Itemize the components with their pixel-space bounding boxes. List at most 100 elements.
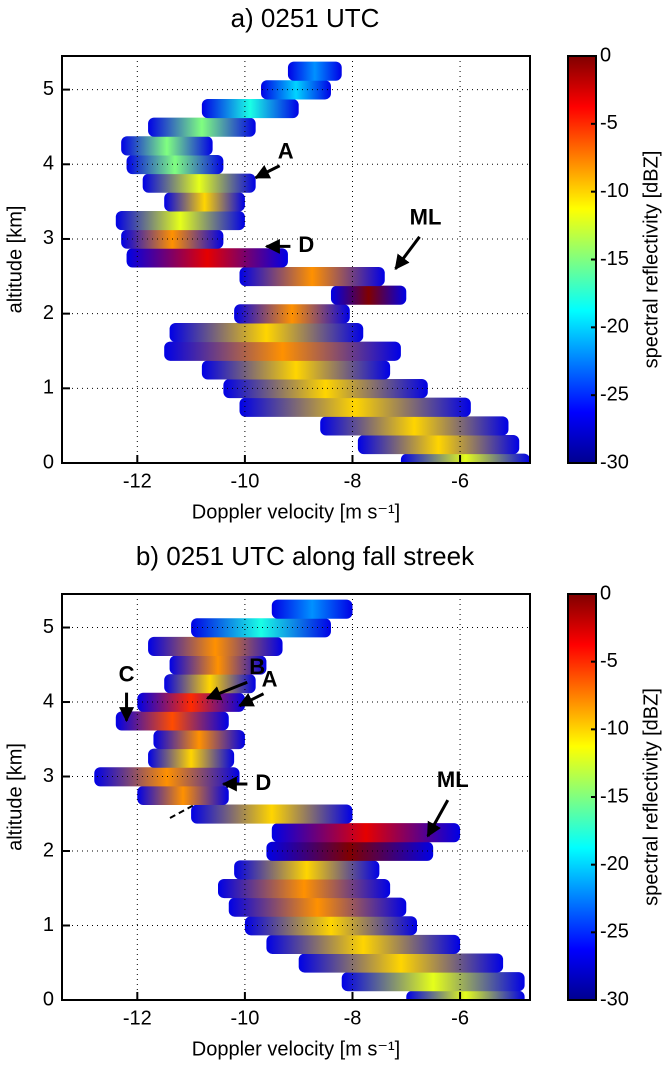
axes-frame — [61, 55, 531, 464]
annotation-label: B — [249, 654, 265, 679]
colorbar-tick-label: -25 — [600, 383, 629, 405]
colorbar-tick-label: 0 — [600, 44, 611, 66]
spectrum-row — [126, 154, 224, 175]
spectrum-row — [287, 61, 342, 81]
spectrum-row — [400, 453, 530, 463]
spectrum-row — [357, 434, 520, 455]
spectrum-row — [169, 655, 267, 675]
colorbar-tick-label: -30 — [600, 451, 629, 473]
chart-title: b) 0251 UTC along fall streek — [136, 541, 475, 571]
colorbar-tick-label: -20 — [600, 853, 629, 875]
x-tick-label: -6 — [451, 470, 469, 492]
y-tick-label: 1 — [43, 914, 54, 936]
colorbar-tick-label: -10 — [600, 718, 629, 740]
spectrum-row — [234, 304, 350, 324]
y-tick-label: 3 — [43, 227, 54, 249]
annotation-arrow — [394, 235, 421, 271]
colorbar-tick-label: -15 — [600, 248, 629, 270]
spectrum-row — [239, 397, 471, 417]
spectrum-row — [148, 748, 235, 768]
colorbar-tick-label: -5 — [600, 112, 618, 134]
colorbar-label: spectral reflectivity [dBZ] — [640, 688, 662, 906]
colorbar-label: spectral reflectivity [dBZ] — [640, 151, 662, 369]
spectrum-row — [239, 266, 385, 287]
x-axis-label: Doppler velocity [m s⁻¹] — [192, 501, 400, 523]
spectrum-row — [137, 692, 245, 712]
dashed-line — [169, 779, 241, 819]
annotation-arrow — [238, 692, 265, 708]
spectrum-row — [330, 285, 407, 305]
y-axis-label: altitude [km] — [4, 743, 26, 851]
annotation-label: ML — [437, 767, 469, 792]
annotation-label: A — [278, 139, 294, 164]
spectrum-row — [115, 711, 229, 731]
annotation-arrow — [205, 680, 248, 701]
spectrum-row — [244, 916, 418, 936]
annotation-label: ML — [410, 205, 442, 230]
spectrum-row — [271, 823, 461, 843]
spectrum-row — [94, 767, 240, 787]
spectrum-row — [115, 210, 245, 231]
y-tick-label: 1 — [43, 377, 54, 399]
spectrum-row — [201, 360, 391, 380]
y-tick-label: 5 — [43, 78, 54, 100]
colorbar-tick-label: -30 — [600, 988, 629, 1010]
spectrum-row — [298, 953, 504, 973]
spectrum-row — [320, 416, 509, 436]
annotation-label: C — [119, 661, 135, 686]
colorbar-tick-label: -25 — [600, 921, 629, 943]
x-tick-label: -12 — [123, 1007, 152, 1029]
spectrum-row — [223, 378, 428, 399]
x-tick-label: -6 — [451, 1007, 469, 1029]
spectrum-row — [201, 98, 299, 119]
spectrum-row — [228, 897, 407, 917]
spectrum-row — [406, 990, 525, 1000]
y-tick-label: 5 — [43, 616, 54, 638]
plot-area — [115, 61, 530, 463]
annotation-arrow — [426, 799, 450, 838]
chart-title: a) 0251 UTC — [231, 3, 380, 33]
annotation-label: A — [262, 667, 278, 692]
x-tick-label: -12 — [123, 470, 152, 492]
spectrum-row — [261, 80, 331, 100]
annotation-arrow — [254, 164, 281, 180]
colorbar-tick-label: -20 — [600, 316, 629, 338]
spectrum-row — [142, 173, 256, 193]
axes-frame — [61, 593, 531, 1001]
colorbar-tick-label: 0 — [600, 582, 611, 604]
y-tick-label: 2 — [43, 839, 54, 861]
spectrum-row — [137, 785, 229, 805]
y-axis-label: altitude [km] — [4, 206, 26, 314]
spectrum-row — [234, 860, 380, 880]
x-tick-label: -10 — [230, 470, 259, 492]
y-tick-label: 3 — [43, 765, 54, 787]
y-tick-label: 4 — [43, 690, 54, 712]
spectrum-row — [218, 878, 391, 899]
y-tick-label: 0 — [43, 451, 54, 473]
annotation-label: D — [298, 232, 314, 257]
spectrum-row — [266, 934, 461, 954]
y-tick-label: 0 — [43, 988, 54, 1010]
y-tick-label: 2 — [43, 302, 54, 324]
spectrum-row — [191, 618, 331, 638]
spectrum-row — [266, 841, 434, 861]
spectrum-row — [153, 729, 245, 750]
spectrum-row — [169, 322, 364, 343]
spectrum-row — [271, 599, 353, 619]
annotation-label: D — [255, 770, 271, 795]
spectrum-row — [121, 136, 213, 156]
spectrum-row — [341, 972, 525, 992]
x-tick-label: -8 — [344, 470, 362, 492]
colorbar-tick-label: -5 — [600, 650, 618, 672]
colorbar-tick-label: -15 — [600, 785, 629, 807]
colorbar-tick-label: -10 — [600, 180, 629, 202]
spectrum-row — [164, 192, 245, 212]
x-tick-label: -8 — [344, 1007, 362, 1029]
spectrum-row — [148, 636, 283, 656]
y-tick-label: 4 — [43, 153, 54, 175]
spectrum-row — [148, 117, 256, 137]
x-axis-label: Doppler velocity [m s⁻¹] — [192, 1038, 400, 1060]
spectrum-row — [164, 341, 401, 361]
spectrum-row — [191, 804, 353, 824]
